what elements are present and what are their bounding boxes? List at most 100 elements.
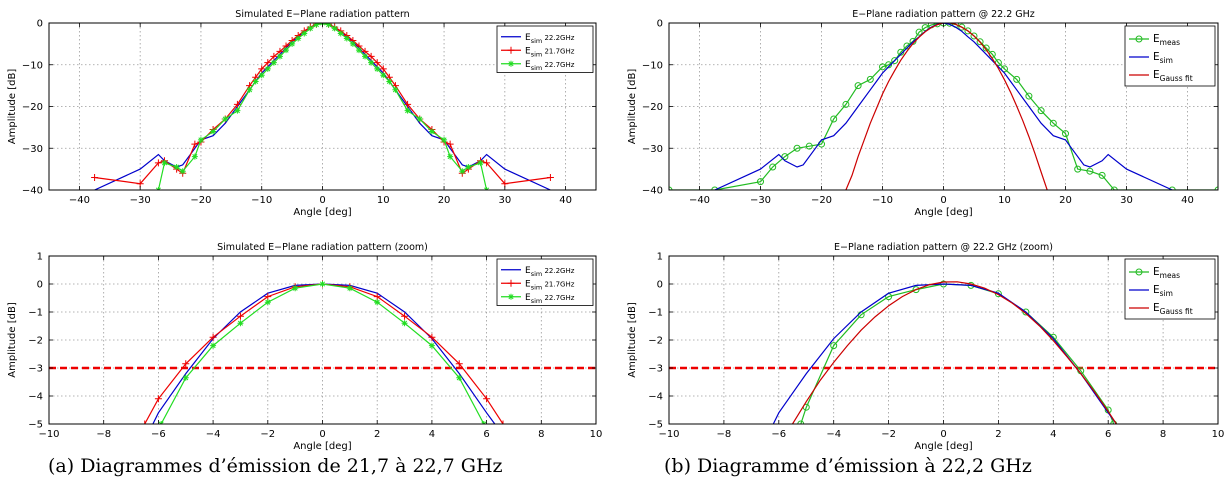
data-point [289,40,296,47]
data-point [805,142,813,150]
x-tick-label: −10 [251,195,272,206]
x-tick-label: 10 [377,195,390,206]
data-point [210,342,217,349]
data-point [264,293,272,301]
data-point [958,23,966,31]
data-point [1037,107,1045,115]
y-tick-label: −1 [28,308,43,319]
y-tick-label: −10 [22,60,43,71]
data-point [319,281,326,287]
x-tick-label: −8 [717,429,732,440]
data-point [483,395,491,403]
data-point [915,28,923,36]
plot-content [91,23,554,190]
data-point [343,35,350,42]
data-point [331,25,338,32]
data-point [499,420,507,424]
data-point [295,35,302,42]
data-point [797,420,805,424]
data-point [781,153,789,161]
data-point [173,164,180,171]
x-tick-label: −10 [658,429,679,440]
x-tick-label: −20 [190,195,211,206]
y-tick-label: 1 [657,252,663,263]
chart-title: E−Plane radiation pattern @ 22.2 GHz (zo… [834,242,1053,253]
data-point [982,44,990,52]
y-tick-label: −5 [28,420,43,431]
x-tick-label: 2 [374,429,380,440]
data-point [362,53,369,60]
data-point [313,23,320,28]
data-point [209,333,217,341]
data-point [456,374,463,381]
data-point [970,32,978,40]
legend-label: Esim 22.2GHz [525,33,575,45]
data-point [191,140,199,148]
chart-a-full: −40 −30 −20 −10 0 10 20 30 40 0 −10 −20 −30 −40 Simula… [7,9,597,218]
data-point [141,420,149,424]
data-point [903,42,911,50]
x-tick-label: 4 [1050,429,1056,440]
data-point [270,52,278,60]
data-point [182,374,189,381]
data-point [264,59,272,67]
x-tick-label: 0 [319,429,325,440]
x-tick-label: −20 [811,195,832,206]
data-point [179,168,186,175]
data-point [757,178,764,186]
data-point [830,342,838,350]
x-tick-label: 0 [319,195,325,206]
x-tick-label: 0 [940,429,946,440]
x-tick-label: 0 [940,195,946,206]
data-point [711,186,719,190]
x-tick-label: 10 [1212,429,1225,440]
legend-marker [507,46,515,54]
data-point [793,144,801,152]
data-point [270,59,277,66]
data-point [1013,75,1021,83]
series-line-2 [791,281,1117,424]
legend-label: Esim 21.7GHz [525,46,575,58]
data-point [191,153,198,160]
data-point [447,153,454,160]
data-point [885,61,893,69]
data-point [404,107,411,114]
x-tick-label: −2 [260,429,275,440]
caption-left: (a) Diagrammes d’émission de 21,7 à 22,7… [48,455,503,477]
x-axis-label: Angle [deg] [293,207,351,218]
x-tick-label: 10 [590,429,603,440]
x-tick-label: 8 [538,429,544,440]
data-point [546,173,554,181]
data-point [428,333,436,341]
legend-label: EGauss fit [1153,302,1193,316]
y-tick-label: −5 [648,420,663,431]
legend: Emeas Esim EGauss fit [1124,25,1216,87]
series-line-1 [714,23,1173,190]
data-point [441,136,448,143]
y-tick-label: −2 [648,336,663,347]
data-point [154,395,162,403]
data-point [386,78,393,85]
chart-title: Simulated E−Plane radiation pattern [235,9,409,20]
x-tick-label: −30 [750,195,771,206]
data-point [374,299,381,306]
data-point [325,23,332,28]
x-tick-label: −6 [771,429,786,440]
legend-label: Esim 22.7GHz [525,60,575,72]
legend-label: Emeas [1153,33,1180,47]
y-tick-label: 0 [657,280,663,291]
y-tick-label: −40 [22,186,43,197]
data-point [234,107,241,114]
y-tick-label: 0 [37,19,43,30]
y-tick-label: −3 [28,364,43,375]
data-point [455,360,463,368]
data-point [830,115,838,123]
data-point [1062,130,1069,138]
data-point [349,40,356,47]
y-tick-label: −2 [28,336,43,347]
data-point [379,65,387,73]
data-point [210,128,217,135]
x-tick-label: 4 [429,429,435,440]
